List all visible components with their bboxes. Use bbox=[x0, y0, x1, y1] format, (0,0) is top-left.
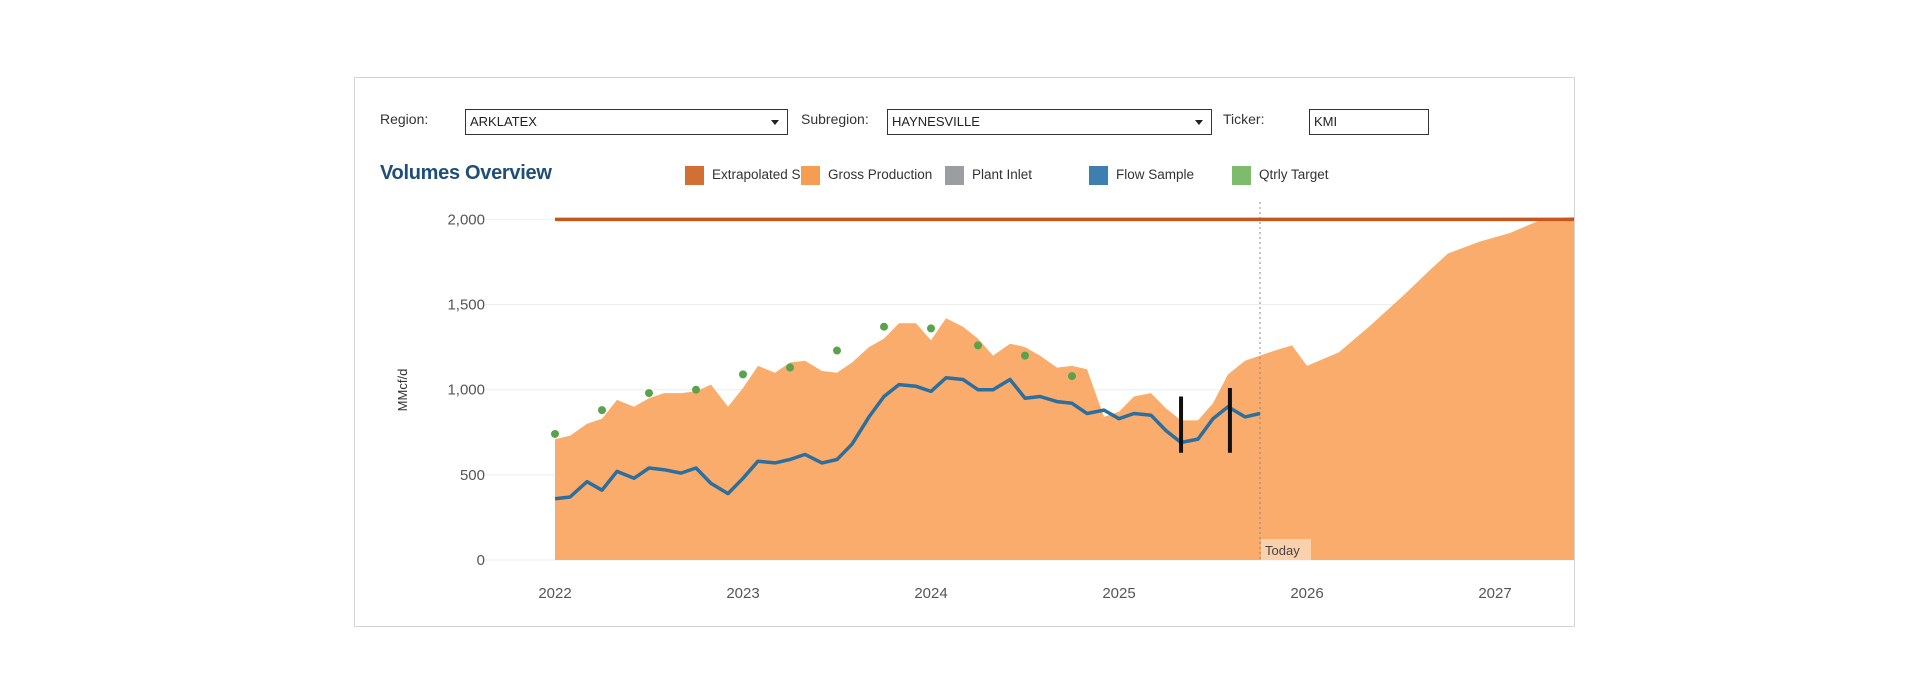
flow-sample-line bbox=[554, 376, 1261, 501]
qtrly-target-point bbox=[739, 370, 747, 379]
volumes-chart: 0 500 1,000 1,500 2,000 2022 2023 2024 2025 2026 2… bbox=[395, 202, 1574, 602]
y-tick-label: 1,500 bbox=[447, 297, 485, 314]
legend-swatch bbox=[685, 166, 704, 185]
region-select-value: ARKLATEX bbox=[470, 114, 537, 129]
qtrly-target-point bbox=[833, 346, 841, 355]
subregion-label: Subregion: bbox=[801, 111, 869, 127]
qtrly-target-point bbox=[786, 363, 794, 372]
x-tick-label: 2023 bbox=[726, 585, 759, 602]
qtrly-target-point bbox=[692, 385, 700, 394]
legend-swatch bbox=[1232, 166, 1251, 185]
chevron-down-icon bbox=[1195, 120, 1203, 125]
legend-label: Plant Inlet bbox=[972, 167, 1033, 182]
x-tick-label: 2026 bbox=[1290, 585, 1323, 602]
y-tick-label: 0 bbox=[477, 552, 485, 569]
qtrly-target-point bbox=[927, 324, 935, 333]
legend-label: Flow Sample bbox=[1116, 167, 1195, 182]
qtrly-target-point bbox=[551, 429, 559, 438]
subregion-select-value: HAYNESVILLE bbox=[892, 114, 980, 129]
ticker-label: Ticker: bbox=[1223, 111, 1265, 127]
x-tick-label: 2027 bbox=[1478, 585, 1511, 602]
qtrly-target-point bbox=[880, 322, 888, 331]
legend-label: Qtrly Target bbox=[1259, 167, 1329, 182]
chart-title: Volumes Overview bbox=[380, 162, 552, 184]
qtrly-target-point bbox=[1021, 351, 1029, 360]
subregion-select[interactable]: HAYNESVILLE bbox=[887, 109, 1212, 135]
qtrly-target-point bbox=[598, 406, 606, 415]
ticker-select[interactable]: KMI bbox=[1309, 109, 1429, 135]
legend-swatch bbox=[945, 166, 964, 185]
y-tick-label: 500 bbox=[460, 467, 485, 484]
ticker-select-value: KMI bbox=[1314, 114, 1338, 129]
today-label-bg bbox=[1261, 539, 1311, 560]
y-tick-label: 1,000 bbox=[447, 382, 485, 399]
qtrly-target-point bbox=[1068, 372, 1076, 381]
x-tick-label: 2022 bbox=[538, 585, 571, 602]
legend-swatch bbox=[1089, 166, 1108, 185]
legend-label: Extrapolated S... bbox=[712, 167, 812, 182]
y-axis-label: MMcf/d bbox=[395, 369, 410, 412]
dashboard-panel: Region: ARKLATEX Subregion: HAYNESVILLE … bbox=[354, 77, 1575, 627]
legend-swatch bbox=[801, 166, 820, 185]
chevron-down-icon bbox=[771, 120, 779, 125]
gross-production-area bbox=[555, 217, 1574, 560]
qtrly-target-point bbox=[974, 341, 982, 350]
y-tick-label: 2,000 bbox=[447, 211, 485, 228]
today-label: Today bbox=[1265, 543, 1300, 558]
x-tick-label: 2024 bbox=[914, 585, 947, 602]
legend-label: Gross Production bbox=[828, 167, 933, 182]
qtrly-target-point bbox=[645, 389, 653, 398]
x-tick-label: 2025 bbox=[1102, 585, 1135, 602]
region-label: Region: bbox=[380, 111, 429, 127]
region-select[interactable]: ARKLATEX bbox=[465, 109, 788, 135]
